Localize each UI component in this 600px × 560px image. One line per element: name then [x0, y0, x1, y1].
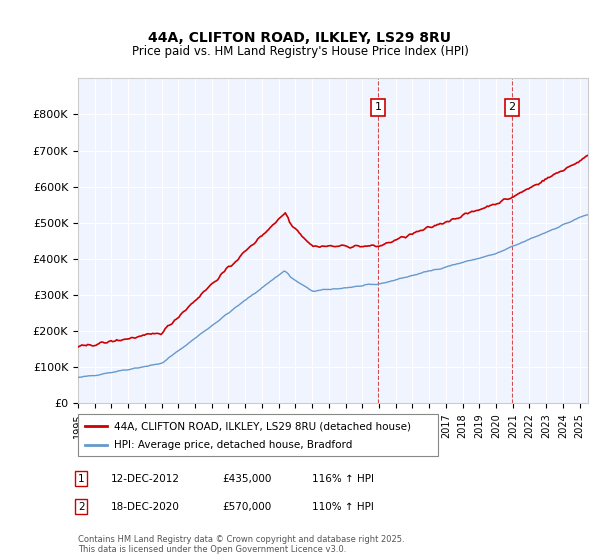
Text: 18-DEC-2020: 18-DEC-2020 — [111, 502, 180, 512]
Text: 12-DEC-2012: 12-DEC-2012 — [111, 474, 180, 484]
Text: 44A, CLIFTON ROAD, ILKLEY, LS29 8RU (detached house): 44A, CLIFTON ROAD, ILKLEY, LS29 8RU (det… — [114, 421, 411, 431]
Text: £570,000: £570,000 — [222, 502, 271, 512]
Text: 110% ↑ HPI: 110% ↑ HPI — [312, 502, 374, 512]
Text: 2: 2 — [508, 102, 515, 112]
Text: 44A, CLIFTON ROAD, ILKLEY, LS29 8RU: 44A, CLIFTON ROAD, ILKLEY, LS29 8RU — [149, 31, 452, 45]
Text: HPI: Average price, detached house, Bradford: HPI: Average price, detached house, Brad… — [114, 440, 352, 450]
Text: 116% ↑ HPI: 116% ↑ HPI — [312, 474, 374, 484]
FancyBboxPatch shape — [78, 414, 438, 456]
Text: Price paid vs. HM Land Registry's House Price Index (HPI): Price paid vs. HM Land Registry's House … — [131, 45, 469, 58]
Text: £435,000: £435,000 — [222, 474, 271, 484]
Text: Contains HM Land Registry data © Crown copyright and database right 2025.
This d: Contains HM Land Registry data © Crown c… — [78, 535, 404, 554]
Text: 1: 1 — [78, 474, 85, 484]
Text: 2: 2 — [78, 502, 85, 512]
Text: 1: 1 — [374, 102, 382, 112]
